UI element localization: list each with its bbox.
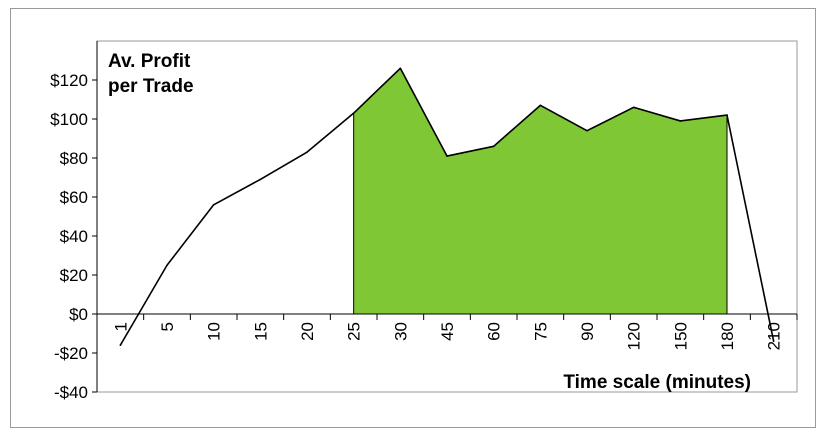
y-tick-label: $40 <box>60 227 88 246</box>
x-tick-label: 120 <box>625 322 644 350</box>
data-point <box>586 129 588 132</box>
y-axis-title-line1: Av. Profit <box>108 51 191 72</box>
y-tick-label: $0 <box>69 305 88 324</box>
x-tick-label: 10 <box>205 322 224 341</box>
y-tick-label: $120 <box>50 71 88 90</box>
data-point <box>259 178 262 181</box>
y-tick-label: $80 <box>60 149 88 168</box>
y-tick-label: $100 <box>50 110 88 129</box>
data-point <box>399 67 402 70</box>
x-tick-label: 90 <box>578 322 597 341</box>
x-tick-label: 5 <box>158 322 177 331</box>
data-point <box>539 104 542 107</box>
data-point <box>632 106 635 109</box>
y-axis-title-line2: per Trade <box>108 76 194 97</box>
x-tick-label: 1 <box>111 322 130 331</box>
data-point <box>726 114 728 116</box>
data-point <box>352 112 355 114</box>
x-tick-label: 20 <box>298 322 317 341</box>
data-point <box>119 344 122 347</box>
chart-frame: -$40 -$20 $0 $20 $40 $60 $80 $100 $120 1 5 10 15 20 2… <box>10 8 816 428</box>
x-tick-label: 60 <box>485 322 504 341</box>
chart-area: -$40-$20$0$20$40$60$80$100$120 1 5 10 15 20 2… <box>50 40 798 402</box>
data-point <box>446 155 448 157</box>
y-tick-label: -$40 <box>54 383 88 402</box>
data-point <box>306 151 308 153</box>
x-tick-label: 30 <box>391 322 410 341</box>
x-tick-label: 150 <box>671 322 690 350</box>
x-tick-label: 75 <box>531 322 550 341</box>
y-tick-label: -$20 <box>54 344 88 363</box>
x-tick-label: 15 <box>251 322 270 341</box>
x-tick-label: 25 <box>345 322 364 341</box>
data-point <box>212 204 215 206</box>
y-tick-label: $20 <box>60 266 88 285</box>
data-point <box>166 264 168 267</box>
x-tick-label: 45 <box>438 322 457 341</box>
x-axis-title: Time scale (minutes) <box>563 372 751 393</box>
x-tick-label: 180 <box>718 322 737 350</box>
data-point <box>492 145 495 148</box>
y-tick-label: $60 <box>60 188 88 207</box>
data-point <box>772 340 775 343</box>
x-tick-label: 210 <box>765 322 784 350</box>
data-point <box>679 120 682 122</box>
